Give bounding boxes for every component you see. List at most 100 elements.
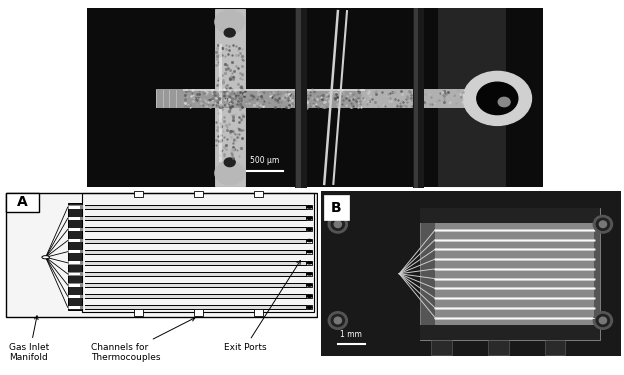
Bar bbox=[306, 305, 312, 309]
Circle shape bbox=[307, 273, 312, 275]
Circle shape bbox=[307, 295, 312, 297]
Bar bbox=[85, 283, 306, 287]
Bar bbox=[69, 250, 80, 253]
Bar bbox=[134, 309, 144, 316]
Circle shape bbox=[593, 312, 613, 329]
Text: Channels for
Thermocouples: Channels for Thermocouples bbox=[91, 318, 195, 363]
Circle shape bbox=[307, 284, 312, 286]
Bar bbox=[68, 203, 82, 310]
Circle shape bbox=[42, 256, 49, 259]
Bar bbox=[69, 261, 80, 264]
Bar bbox=[68, 250, 84, 254]
Bar bbox=[487, 340, 509, 355]
Bar bbox=[324, 195, 349, 220]
Circle shape bbox=[334, 317, 341, 324]
Bar bbox=[68, 228, 84, 231]
Bar bbox=[68, 284, 84, 287]
Text: Exit Ports: Exit Ports bbox=[223, 261, 300, 352]
Bar bbox=[69, 273, 80, 275]
Circle shape bbox=[215, 10, 245, 34]
Bar bbox=[253, 190, 263, 197]
Bar bbox=[438, 8, 507, 188]
Circle shape bbox=[307, 251, 312, 253]
Bar bbox=[183, 89, 365, 92]
Circle shape bbox=[597, 218, 610, 230]
Bar bbox=[306, 216, 312, 220]
Bar bbox=[253, 309, 263, 316]
Circle shape bbox=[463, 71, 532, 125]
Bar bbox=[6, 193, 39, 212]
Text: A: A bbox=[17, 195, 28, 210]
Bar bbox=[85, 272, 306, 276]
Circle shape bbox=[599, 221, 607, 228]
Bar bbox=[306, 227, 312, 231]
Bar bbox=[68, 294, 84, 298]
Bar bbox=[306, 250, 312, 254]
Bar bbox=[420, 325, 600, 340]
Text: 500 μm: 500 μm bbox=[250, 156, 280, 165]
Bar bbox=[69, 284, 80, 286]
Bar bbox=[295, 8, 308, 188]
Bar bbox=[296, 8, 301, 188]
Bar bbox=[69, 228, 80, 231]
Circle shape bbox=[331, 315, 344, 327]
Bar bbox=[68, 239, 84, 242]
Circle shape bbox=[331, 218, 344, 230]
Bar bbox=[156, 88, 452, 108]
Circle shape bbox=[593, 216, 613, 233]
Circle shape bbox=[498, 98, 510, 106]
Bar bbox=[306, 205, 312, 209]
Circle shape bbox=[307, 206, 312, 208]
Bar bbox=[306, 272, 312, 276]
Circle shape bbox=[224, 158, 235, 166]
Bar bbox=[69, 206, 80, 209]
Text: Gas Inlet
Manifold: Gas Inlet Manifold bbox=[9, 316, 50, 363]
Bar bbox=[85, 261, 306, 265]
Bar bbox=[68, 216, 84, 220]
Circle shape bbox=[307, 240, 312, 242]
Bar bbox=[306, 283, 312, 287]
Bar bbox=[194, 190, 203, 197]
Bar bbox=[435, 223, 594, 325]
Bar bbox=[69, 239, 80, 242]
Bar bbox=[306, 294, 312, 298]
Bar bbox=[431, 340, 452, 355]
Circle shape bbox=[597, 315, 610, 327]
Bar bbox=[69, 295, 80, 298]
Bar bbox=[413, 8, 424, 188]
Text: 1 mm: 1 mm bbox=[340, 330, 363, 339]
Circle shape bbox=[334, 221, 341, 228]
Circle shape bbox=[477, 82, 518, 115]
Bar bbox=[414, 8, 418, 188]
Circle shape bbox=[328, 216, 348, 233]
Bar bbox=[85, 205, 306, 209]
Bar bbox=[361, 89, 466, 108]
Bar bbox=[194, 309, 203, 316]
Bar bbox=[85, 305, 306, 309]
Circle shape bbox=[307, 306, 312, 309]
Bar bbox=[85, 250, 306, 254]
Bar bbox=[68, 306, 84, 309]
Bar bbox=[134, 190, 144, 197]
Bar bbox=[306, 261, 312, 265]
Bar bbox=[306, 238, 312, 243]
Bar bbox=[85, 216, 306, 220]
Bar bbox=[68, 206, 84, 209]
Bar bbox=[68, 261, 84, 264]
Circle shape bbox=[599, 317, 607, 324]
Bar bbox=[545, 340, 565, 355]
Bar bbox=[85, 227, 306, 231]
Circle shape bbox=[215, 161, 245, 185]
Bar bbox=[85, 294, 306, 298]
Circle shape bbox=[307, 228, 312, 231]
Circle shape bbox=[328, 312, 348, 329]
Bar bbox=[68, 272, 84, 276]
Circle shape bbox=[224, 28, 235, 37]
Text: B: B bbox=[331, 201, 342, 215]
Bar bbox=[6, 193, 316, 316]
Bar bbox=[420, 208, 600, 340]
Bar bbox=[82, 193, 313, 312]
Bar bbox=[215, 9, 245, 186]
Bar bbox=[69, 306, 80, 309]
Bar bbox=[218, 44, 222, 162]
